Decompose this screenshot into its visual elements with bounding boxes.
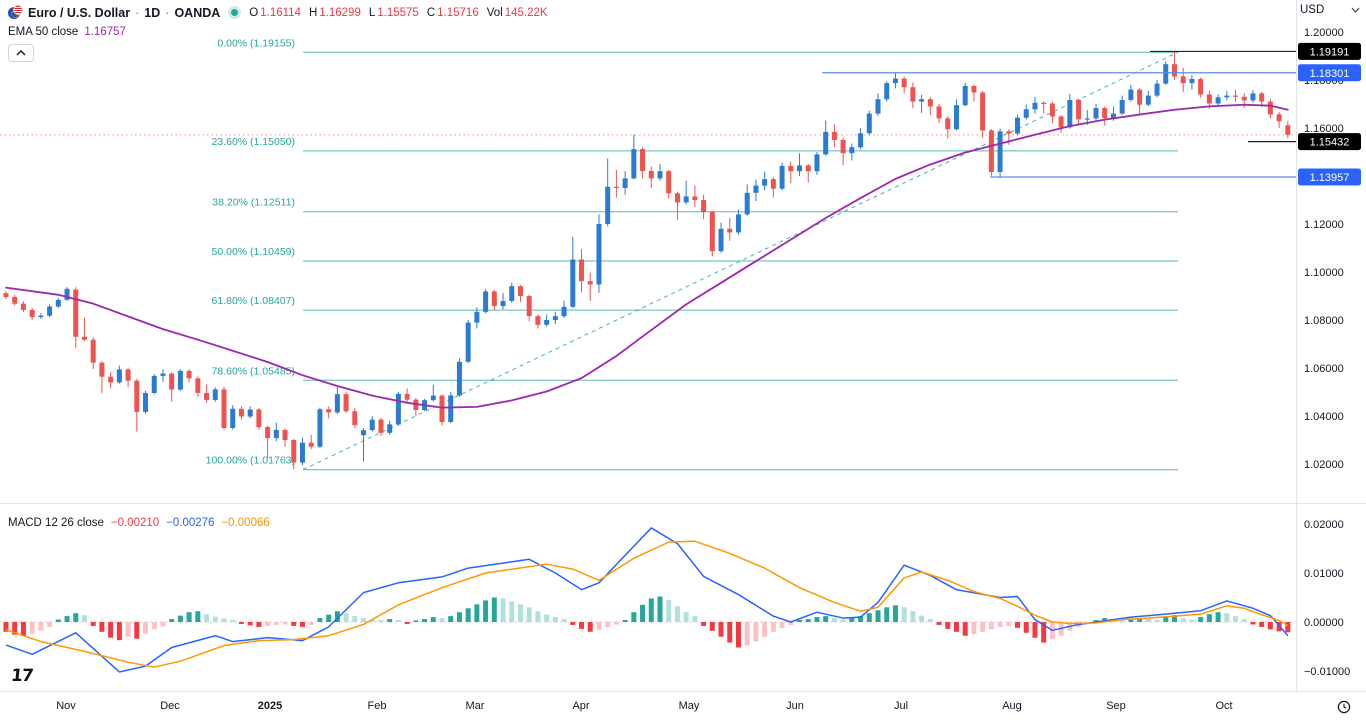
svg-text:1.13957: 1.13957	[1310, 172, 1350, 184]
time-tick-label: Jul	[894, 700, 908, 712]
svg-text:1.19191: 1.19191	[1310, 46, 1350, 58]
horizontal-rays	[822, 50, 1296, 178]
ema-legend-label[interactable]: EMA 50 close	[8, 26, 79, 38]
volume-label: Vol	[486, 6, 503, 19]
chevron-down-icon	[1351, 7, 1360, 13]
price-tick-label: 1.10000	[1304, 267, 1344, 279]
currency-pair-icon	[8, 5, 23, 20]
interval-label[interactable]: 1D	[144, 5, 161, 20]
price-tick-label: 1.12000	[1304, 219, 1344, 231]
candlestick-series	[3, 51, 1291, 470]
timezone-clock-button[interactable]	[1336, 699, 1352, 715]
svg-text:1.15432: 1.15432	[1310, 137, 1350, 149]
macd-signal-value: −0.00066	[221, 517, 270, 529]
ema-line	[5, 103, 1289, 409]
fib-level-label: 38.20% (1.12511)	[212, 197, 295, 209]
high-value: 1.16299	[319, 6, 361, 19]
macd-tick-label: −0.01000	[1304, 666, 1350, 678]
price-label-pill	[1298, 133, 1361, 151]
macd-hist-value: −0.00210	[110, 517, 160, 529]
time-tick-label: Mar	[466, 700, 485, 712]
close-label: C	[426, 6, 436, 19]
price-label-pill	[1298, 64, 1361, 82]
legend-collapse-button[interactable]	[8, 44, 34, 62]
time-tick-label: Oct	[1215, 700, 1232, 712]
macd-line-value: −0.00276	[166, 517, 215, 529]
separator: ·	[165, 5, 170, 20]
macd-tick-label: 0.01000	[1304, 568, 1344, 580]
symbol-title[interactable]: Euro / U.S. Dollar	[28, 5, 131, 20]
ohlc-values: O 1.16114 H 1.16299 L 1.15575 C 1.15716 Vol 1…	[249, 7, 547, 19]
chevron-up-icon	[16, 50, 26, 56]
macd-signal-line	[5, 540, 1289, 668]
time-tick-label: Feb	[368, 700, 387, 712]
separator: ·	[135, 5, 140, 20]
time-tick-label: Apr	[572, 700, 589, 712]
low-value: 1.15575	[377, 6, 419, 19]
svg-text:1.18301: 1.18301	[1310, 68, 1350, 80]
price-tick-label: 1.02000	[1304, 459, 1344, 471]
exchange-label[interactable]: OANDA	[174, 5, 221, 20]
price-label-pill	[1298, 168, 1361, 186]
time-tick-label: May	[679, 700, 700, 712]
fib-retracement: 0.00% (1.19155) 23.60% (1.15050) 38.20% (1…	[206, 37, 1179, 471]
tradingview-logo[interactable]: 17	[9, 666, 34, 686]
open-label: O	[249, 6, 259, 19]
symbol-legend[interactable]: Euro / U.S. Dollar · 1D · OANDA O 1.16114…	[8, 5, 548, 20]
time-tick-label: 2025	[258, 700, 282, 712]
fib-level-label: 61.80% (1.08407)	[212, 295, 295, 307]
macd-line	[5, 527, 1289, 673]
time-tick-label: Aug	[1002, 700, 1022, 712]
high-label: H	[308, 6, 318, 19]
time-axis[interactable]: Nov Dec 2025 Feb Mar Apr May Jun Jul Aug Sep Oct	[56, 700, 1232, 712]
macd-tick-label: 0.00000	[1304, 617, 1344, 629]
currency-label: USD	[1300, 4, 1325, 16]
market-status-dot	[231, 9, 239, 16]
macd-legend[interactable]: MACD 12 26 close −0.00210 −0.00276 −0.00…	[8, 517, 270, 529]
fib-level-label: 23.60% (1.15050)	[212, 136, 295, 148]
price-tick-label: 1.04000	[1304, 411, 1344, 423]
pane-borders	[0, 0, 1366, 692]
price-tick-label: 1.06000	[1304, 363, 1344, 375]
price-label-pill	[1298, 42, 1361, 60]
time-tick-label: Jun	[786, 700, 804, 712]
price-tick-label: 1.08000	[1304, 315, 1344, 327]
time-tick-label: Nov	[56, 700, 76, 712]
fib-level-label: 100.00% (1.01763)	[206, 455, 295, 467]
low-label: L	[368, 6, 376, 19]
time-tick-label: Sep	[1106, 700, 1126, 712]
fib-level-label: 0.00% (1.19155)	[217, 37, 295, 49]
close-value: 1.15716	[437, 6, 479, 19]
time-tick-label: Dec	[160, 700, 180, 712]
clock-icon	[1337, 700, 1351, 714]
volume-value: 145.22K	[504, 6, 548, 19]
fib-level-label: 78.60% (1.05485)	[212, 365, 295, 377]
price-scale-currency-button[interactable]: USD	[1300, 4, 1360, 16]
open-value: 1.16114	[260, 6, 301, 19]
ema-legend[interactable]: EMA 50 close 1.16757	[8, 26, 126, 38]
price-axis[interactable]: 1.200001.180001.160001.140001.120001.100…	[1298, 27, 1361, 678]
macd-tick-label: 0.02000	[1304, 519, 1344, 531]
price-tick-label: 1.16000	[1304, 123, 1344, 135]
ema-legend-value: 1.16757	[84, 26, 126, 38]
fib-level-label: 50.00% (1.10459)	[212, 246, 295, 258]
macd-legend-label[interactable]: MACD 12 26 close	[8, 517, 104, 529]
price-tick-label: 1.20000	[1304, 27, 1344, 39]
